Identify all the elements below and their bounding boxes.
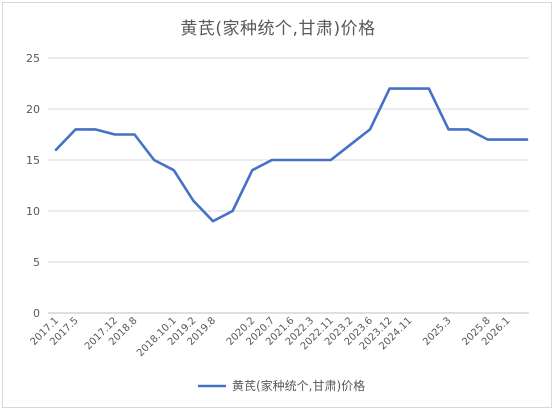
y-tick-label: 10 <box>26 205 40 218</box>
y-tick-label: 25 <box>26 52 40 65</box>
series-line <box>54 87 529 223</box>
y-tick-label: 5 <box>33 256 40 269</box>
legend-label: 黄芪(家种统个,甘肃)价格 <box>232 378 365 393</box>
y-tick-label: 0 <box>33 307 40 320</box>
chart-frame <box>2 2 552 408</box>
x-tick-label: 2025.3 <box>421 315 454 348</box>
y-tick-label: 15 <box>26 154 40 167</box>
y-tick-label: 20 <box>26 103 40 116</box>
chart-title: 黄芪(家种统个,甘肃)价格 <box>180 19 376 39</box>
